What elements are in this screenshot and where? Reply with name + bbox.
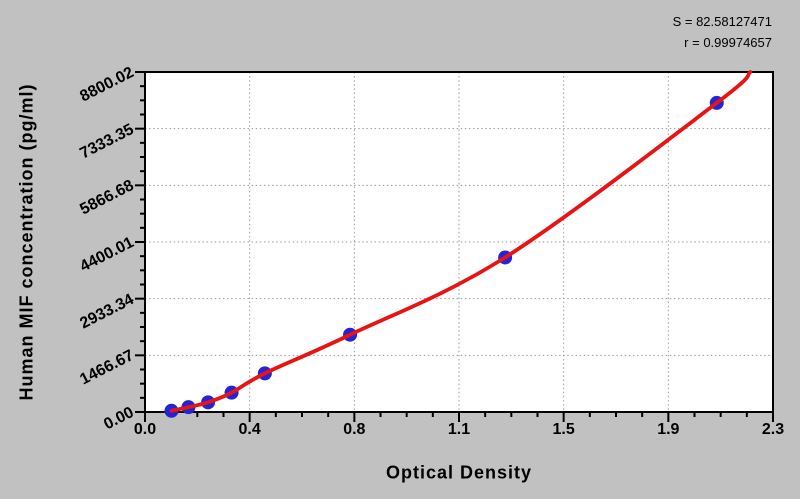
x-tick-label: 1.1: [447, 421, 471, 438]
fit-curve: [169, 70, 753, 413]
x-tick-label: 1.9: [657, 421, 680, 438]
y-axis-title: Human MIF concentration (pg/ml): [16, 83, 37, 401]
plot-frame: [144, 71, 774, 413]
x-axis-title: Optical Density: [385, 462, 533, 483]
fit-stat-r: r = 0.99974657: [684, 35, 772, 50]
fit-statistics: S = 82.58127471 r = 0.99974657: [673, 11, 772, 53]
x-tick-label: 0.8: [343, 421, 366, 438]
x-tick-label: 1.5: [552, 421, 575, 438]
fit-stat-s: S = 82.58127471: [672, 14, 772, 29]
x-tick-label: 0.0: [133, 421, 157, 438]
x-tick-label: 0.4: [238, 421, 261, 438]
x-tick-label: 2.3: [761, 421, 785, 438]
